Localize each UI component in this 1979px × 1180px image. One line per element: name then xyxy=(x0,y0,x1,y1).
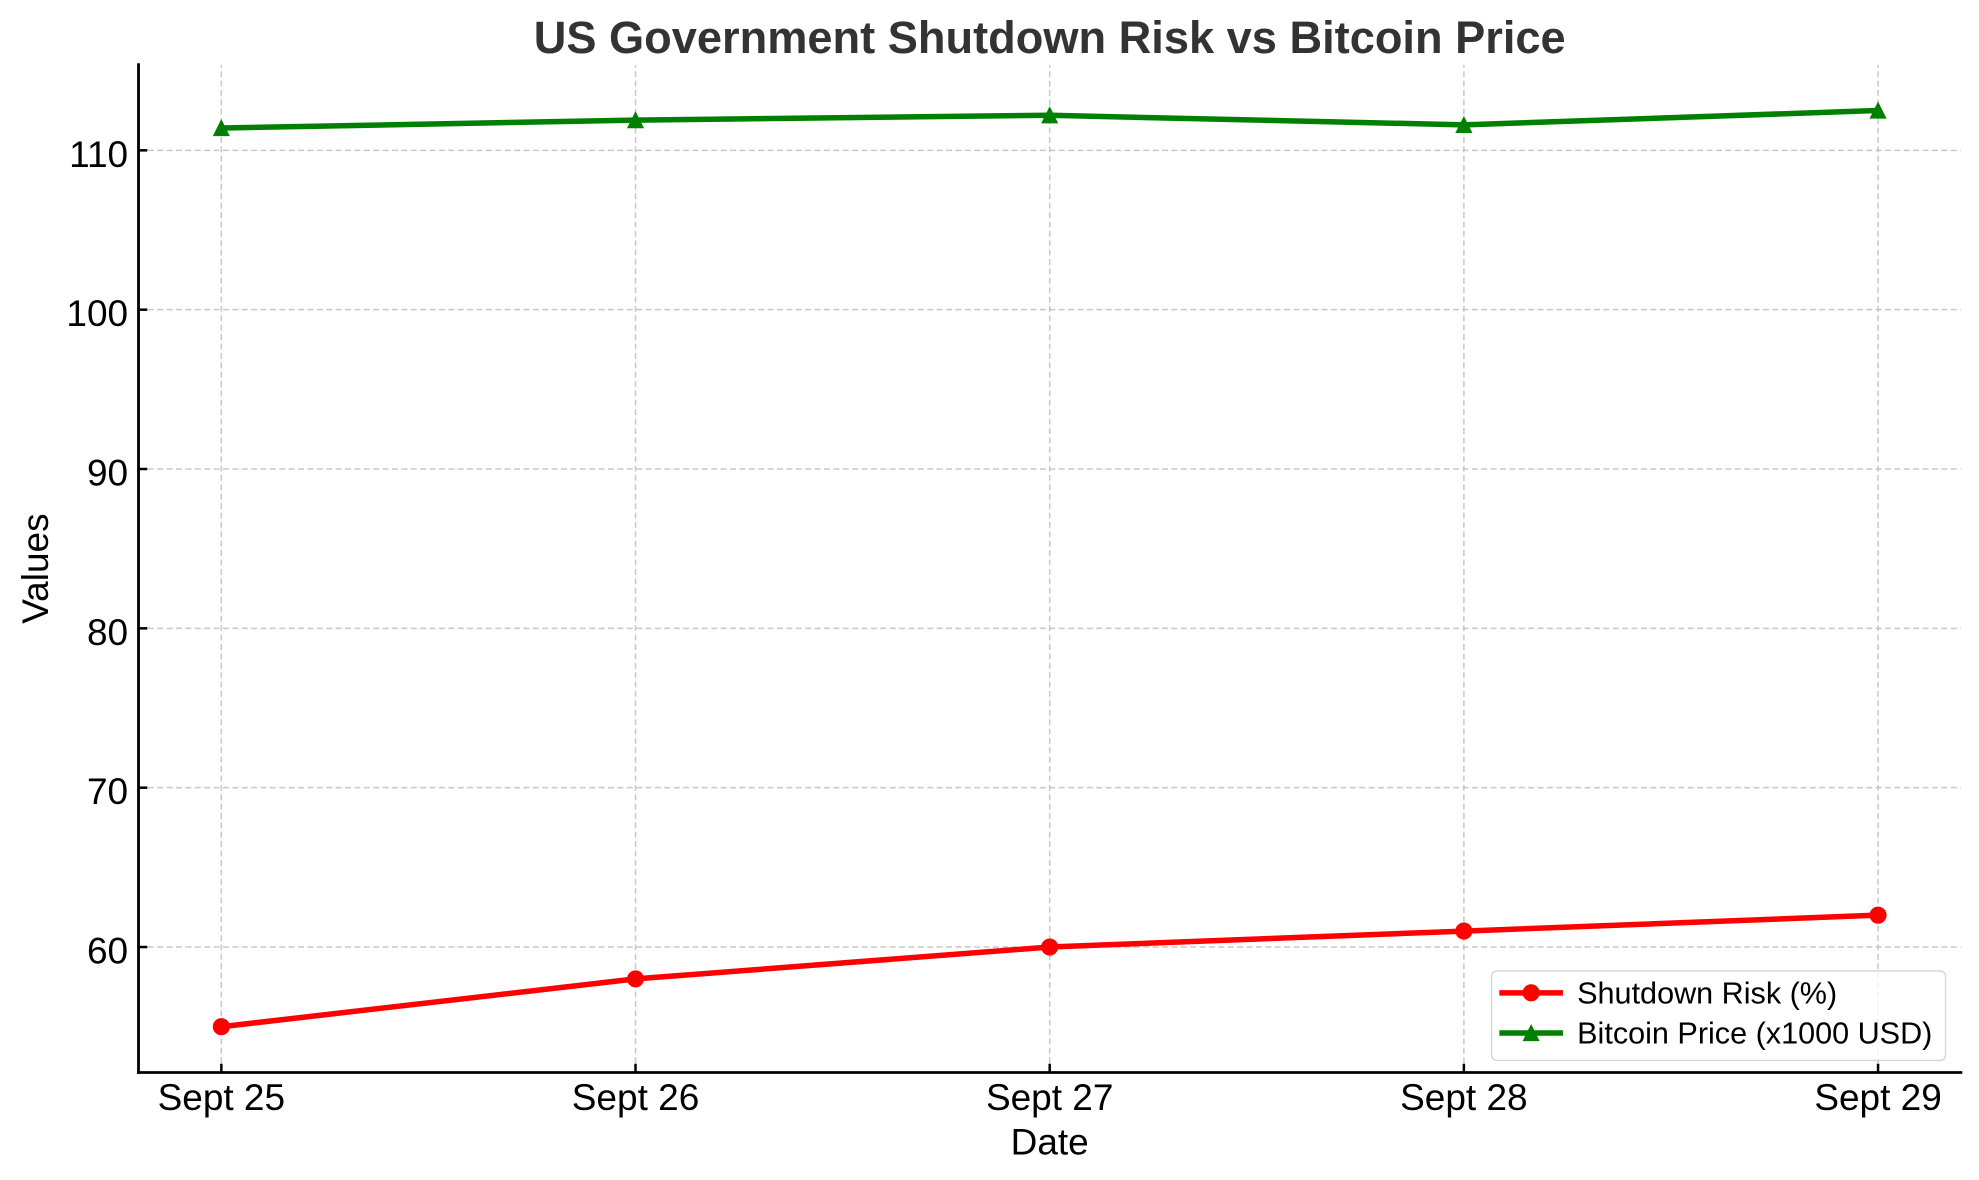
svg-text:Sept 27: Sept 27 xyxy=(986,1077,1114,1118)
svg-text:Sept 25: Sept 25 xyxy=(158,1077,286,1118)
svg-text:100: 100 xyxy=(66,293,128,334)
svg-text:Values: Values xyxy=(15,513,56,623)
svg-text:Sept 29: Sept 29 xyxy=(1814,1077,1942,1118)
svg-text:90: 90 xyxy=(87,453,128,494)
svg-text:70: 70 xyxy=(87,771,128,812)
svg-text:Sept 26: Sept 26 xyxy=(572,1077,700,1118)
svg-text:US Government Shutdown Risk vs: US Government Shutdown Risk vs Bitcoin P… xyxy=(534,12,1566,63)
svg-text:Sept 28: Sept 28 xyxy=(1400,1077,1528,1118)
svg-text:Shutdown Risk (%): Shutdown Risk (%) xyxy=(1577,977,1840,1011)
svg-text:Date: Date xyxy=(1011,1122,1089,1163)
svg-text:Bitcoin Price (x1000 USD): Bitcoin Price (x1000 USD) xyxy=(1577,1017,1935,1051)
svg-text:110: 110 xyxy=(69,134,128,175)
svg-text:60: 60 xyxy=(87,931,128,972)
svg-text:80: 80 xyxy=(87,612,128,653)
